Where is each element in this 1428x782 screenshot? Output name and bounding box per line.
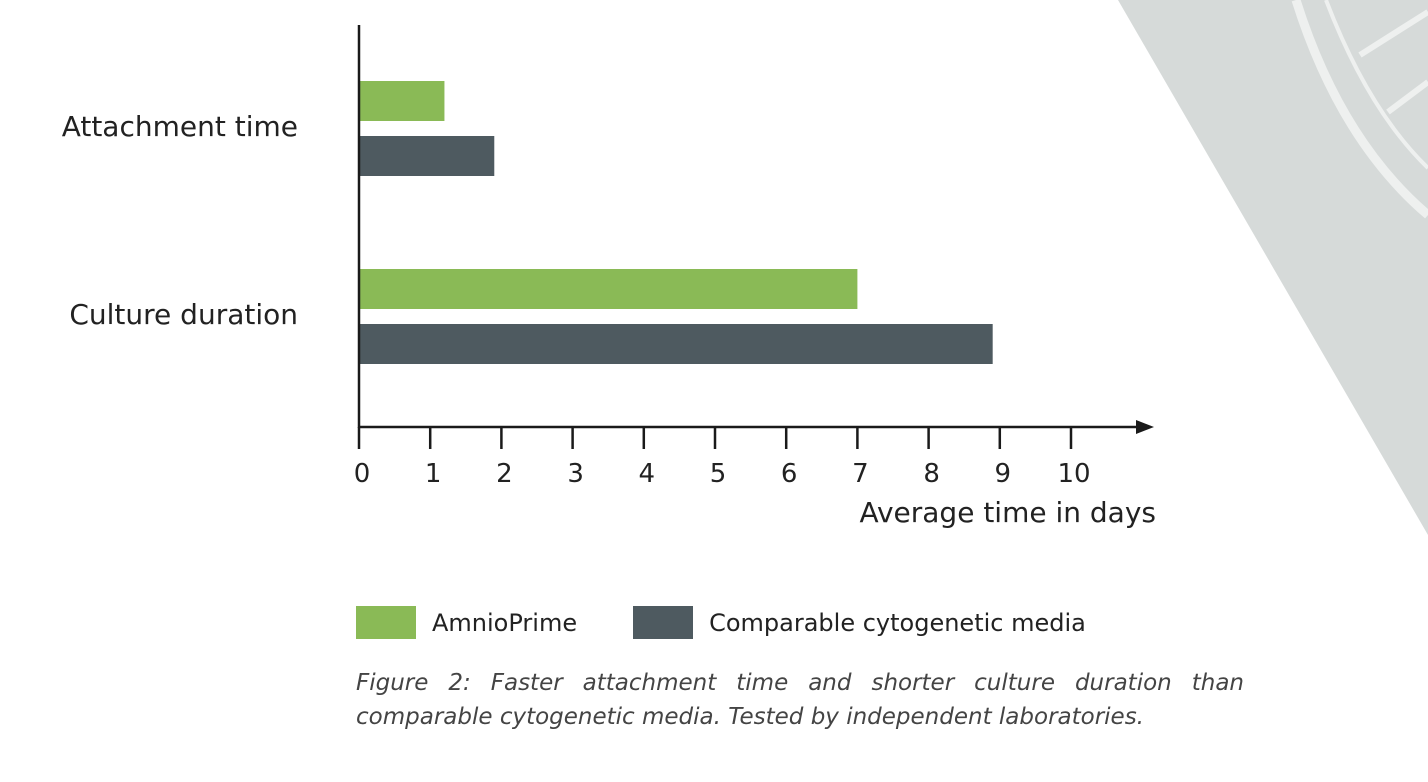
x-tick-label-1: 1 <box>425 459 442 489</box>
x-tick-label-2: 2 <box>496 459 513 489</box>
legend-swatch-amnioprime <box>356 606 416 639</box>
bar-amnioprime-attachment-time <box>359 81 445 121</box>
x-tick-label-10: 10 <box>1057 459 1090 489</box>
background-wedge <box>1118 0 1428 535</box>
legend-label-comparable-media: Comparable cytogenetic media <box>709 608 1086 637</box>
x-tick-label-3: 3 <box>567 459 584 489</box>
x-tick-label-6: 6 <box>781 459 798 489</box>
legend-label-amnioprime: AmnioPrime <box>432 608 578 637</box>
x-tick-label-8: 8 <box>923 459 940 489</box>
figure-caption: Figure 2: Faster attachment time and sho… <box>356 670 1244 730</box>
bar-comparable-media-attachment-time <box>359 136 495 176</box>
category-label-attachment-time: Attachment time <box>62 110 298 143</box>
x-tick-label-5: 5 <box>710 459 727 489</box>
x-tick-label-7: 7 <box>852 459 869 489</box>
background-arc-outer <box>1291 0 1428 219</box>
x-tick-label-9: 9 <box>995 459 1012 489</box>
x-ticks-group: 0 1 2 3 4 5 6 7 8 9 10 <box>354 427 1091 489</box>
category-labels-group: Attachment time Culture duration <box>62 110 298 331</box>
x-tick-label-0: 0 <box>354 459 371 489</box>
background-arc-segment <box>1358 9 1428 115</box>
bars-group <box>359 81 993 364</box>
category-label-culture-duration: Culture duration <box>69 298 298 331</box>
legend-item-comparable-media: Comparable cytogenetic media <box>633 606 1086 639</box>
legend: AmnioPrime Comparable cytogenetic media <box>356 606 1142 639</box>
background-decoration <box>1118 0 1428 535</box>
axes-group <box>357 25 1154 434</box>
background-arc-inner <box>1324 0 1428 170</box>
legend-swatch-comparable-media <box>633 606 694 639</box>
x-axis-title: Average time in days <box>859 496 1156 529</box>
x-axis-arrowhead <box>1136 420 1154 434</box>
bar-comparable-media-culture-duration <box>359 324 993 364</box>
x-tick-label-4: 4 <box>639 459 656 489</box>
legend-item-amnioprime: AmnioPrime <box>356 606 577 639</box>
bar-amnioprime-culture-duration <box>359 269 858 309</box>
